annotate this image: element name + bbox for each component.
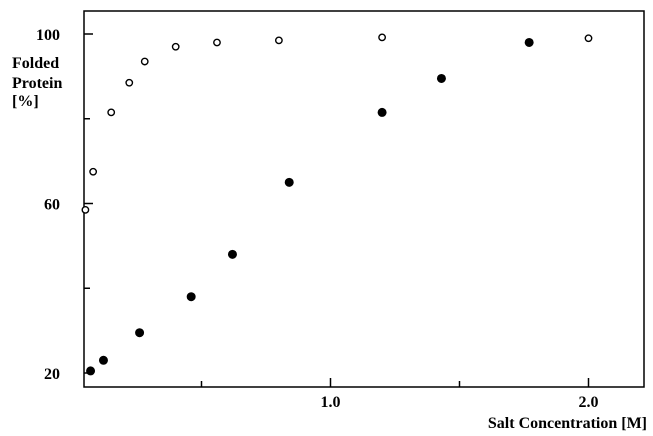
filled-circle-point (98, 355, 108, 365)
filled-circle-point (86, 366, 96, 376)
filled-circle-point (524, 37, 534, 47)
open-circle-point (584, 34, 593, 43)
filled-circle-point (186, 292, 196, 302)
open-circle-point (378, 33, 386, 42)
open-circle-point (274, 36, 283, 45)
data-points (81, 33, 593, 376)
y-tick-label: 100 (36, 27, 60, 44)
y-tick-label: 60 (44, 197, 60, 214)
filled-circle-point (227, 249, 237, 259)
open-circle-point (213, 38, 221, 47)
y-axis-label-line-2: Protein (12, 75, 62, 92)
plot-frame (83, 10, 645, 388)
filled-circle-point (377, 107, 387, 117)
filled-circle-point (135, 328, 145, 338)
open-circle-point (107, 108, 116, 117)
y-tick-label: 20 (44, 366, 60, 383)
y-axis-label-line-3: [%] (12, 93, 39, 110)
filled-circle-point (284, 177, 294, 187)
open-circle-point (125, 78, 134, 87)
x-axis-label: Salt Concentration [M] (488, 415, 647, 432)
open-circle-point (89, 167, 98, 176)
x-tick-label: 1.0 (321, 394, 341, 411)
axis-ticks (84, 33, 590, 387)
open-circle-point (140, 57, 149, 66)
x-tick-label: 2.0 (579, 394, 599, 411)
open-circle-point (81, 205, 90, 214)
filled-circle-point (436, 73, 446, 83)
open-circle-point (171, 42, 180, 51)
y-axis-label-line-1: Folded (12, 55, 59, 72)
